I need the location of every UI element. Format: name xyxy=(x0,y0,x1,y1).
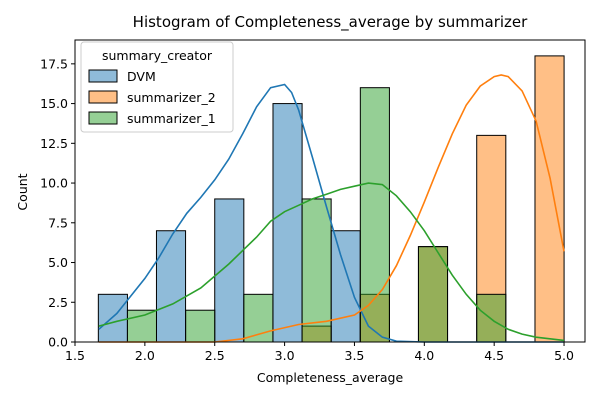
bar-summarizer_1-5 xyxy=(417,246,449,343)
y-tick-label: 5.0 xyxy=(48,255,68,270)
x-tick-label: 2.0 xyxy=(135,348,155,363)
x-ticks: 1.5 2.0 2.5 3.0 3.5 4.0 4.5 5.0 xyxy=(65,342,574,363)
x-tick-label: 2.5 xyxy=(205,348,225,363)
legend-items: DVM summarizer_2 summarizer_1 xyxy=(88,69,216,126)
legend-title: summary_creator xyxy=(102,48,213,63)
x-tick-label: 3.5 xyxy=(345,348,365,363)
kde-line-summarizer_2 xyxy=(98,74,565,343)
bar-DVM-4 xyxy=(330,230,361,343)
kde-line-DVM xyxy=(98,83,564,343)
bar-DVM-0 xyxy=(97,293,128,343)
x-tick-label: 4.5 xyxy=(484,348,504,363)
y-tick-label: 10.0 xyxy=(40,176,68,191)
bar-DVM-2 xyxy=(214,198,245,343)
legend-swatch-summarizer_1 xyxy=(88,111,118,125)
legend-swatch-summarizer_2 xyxy=(88,90,118,104)
x-tick-label: 5.0 xyxy=(554,348,574,363)
kde-layer xyxy=(98,74,565,343)
y-tick-label: 15.0 xyxy=(40,96,68,111)
x-tick-label: 4.0 xyxy=(414,348,434,363)
y-tick-label: 0.0 xyxy=(48,335,68,350)
legend-label-summarizer_2: summarizer_2 xyxy=(127,90,216,105)
bar-DVM-1 xyxy=(155,230,187,343)
bar-summarizer_1-1 xyxy=(185,309,216,343)
y-tick-label: 12.5 xyxy=(40,136,68,151)
kde-line-summarizer_1 xyxy=(98,182,565,342)
x-axis-label: Completeness_average xyxy=(257,370,404,385)
y-axis-label: Count xyxy=(15,173,30,210)
legend-swatch-DVM xyxy=(88,69,118,83)
axes-frame xyxy=(74,39,586,343)
bar-summarizer_2-4 xyxy=(534,55,565,343)
bars-layer xyxy=(97,55,565,343)
bar-DVM-3 xyxy=(272,103,303,343)
legend-label-summarizer_1: summarizer_1 xyxy=(127,111,216,126)
bar-summarizer_1-3 xyxy=(301,198,332,343)
x-tick-label: 1.5 xyxy=(65,348,85,363)
bar-summarizer_1-4 xyxy=(359,87,390,343)
y-ticks: 0.0 2.5 5.0 7.5 10.0 12.5 15.0 17.5 xyxy=(40,56,75,350)
legend: summary_creator DVM summarizer_2 summarize… xyxy=(80,41,234,133)
y-tick-label: 7.5 xyxy=(48,215,68,230)
chart-title: Histogram of Completeness_average by sum… xyxy=(133,13,528,32)
legend-label-DVM: DVM xyxy=(127,69,156,84)
y-tick-label: 17.5 xyxy=(40,56,68,71)
y-tick-label: 2.5 xyxy=(48,295,68,310)
legend-frame xyxy=(80,41,234,133)
x-tick-label: 3.0 xyxy=(275,348,295,363)
